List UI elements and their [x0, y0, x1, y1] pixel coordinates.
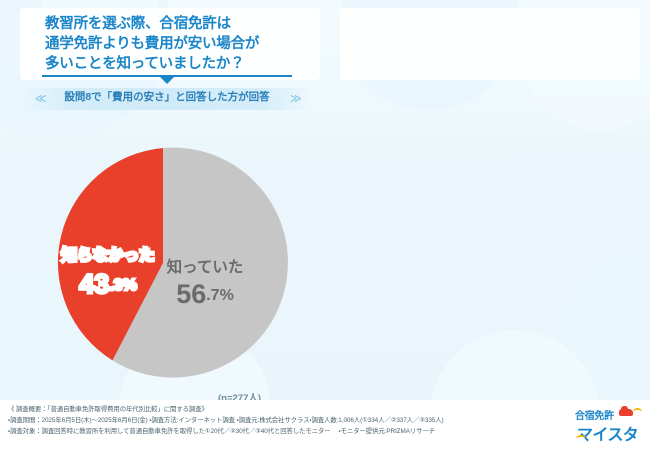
arc-accent-icon	[633, 408, 642, 415]
left-chevron-open-icon: ≪	[35, 93, 47, 105]
brand-logo[interactable]: 合宿免許 マイスター	[575, 405, 643, 444]
left-pct-int-shiranakatta: 43	[79, 269, 109, 299]
car-icon	[619, 406, 633, 416]
logo-text-bottom: マイスター	[577, 427, 639, 444]
left-panel: 教習所を選ぶ際、合宿免許は 通学免許よりも費用が安い場合が 多いことを知っていま…	[22, 16, 312, 404]
left-slice-value-shitteita: 56.7%	[176, 279, 234, 309]
left-title-rule	[42, 75, 292, 77]
pie-slice-shitteita[interactable]	[112, 147, 288, 378]
footer	[0, 400, 650, 450]
left-condition-bar	[22, 88, 312, 110]
left-pie-svg: 知っていた 56.7% 知らなかった 43.3%	[57, 147, 288, 378]
footer-survey-method: ・調査期間：2025年6月5日(木)〜2025年6月6日(金) ・調査方法:イン…	[8, 417, 444, 424]
left-pct-dec-shiranakatta: .3%	[109, 277, 137, 294]
right-panel: 合宿免許の方が費用が安い場合が 多いことを知っていたら、合宿免許を 選んでいたと…	[330, 0, 650, 450]
left-pie-chart: 知っていた 56.7% 知らなかった 43.3%	[40, 140, 288, 386]
left-title-caret-icon	[160, 77, 174, 84]
left-slice-label-shiranakatta: 知らなかった	[61, 245, 154, 264]
pie-slice-shiranakatta[interactable]	[57, 148, 163, 361]
arc-accent-2-icon	[576, 435, 586, 442]
left-slice-label-shitteita: 知っていた	[167, 257, 244, 276]
left-slice-value-shiranakatta: 43.3%	[79, 269, 137, 299]
logo-text-top: 合宿免許	[575, 411, 614, 422]
left-question-title: 教習所を選ぶ際、合宿免許は 通学免許よりも費用が安い場合が 多いことを知っていま…	[45, 16, 260, 72]
left-chevron-close-icon: ≫	[290, 93, 302, 105]
left-pct-int-shitteita: 56	[176, 279, 206, 309]
left-sample-size: (n=277人)	[218, 393, 262, 404]
left-pct-dec-shitteita: .7%	[206, 287, 234, 304]
footer-survey-target: ・調査対象：調査回答時に教習所を利用して普通自動車免許を取得した①20代／②30…	[8, 428, 436, 435]
footer-survey-overview: 《 調査概要：「普通自動車免許取得費用の年代別比較」に関する調査》	[8, 406, 208, 413]
left-condition-text: 設問8で「費用の安さ」と回答した方が回答	[64, 91, 270, 103]
